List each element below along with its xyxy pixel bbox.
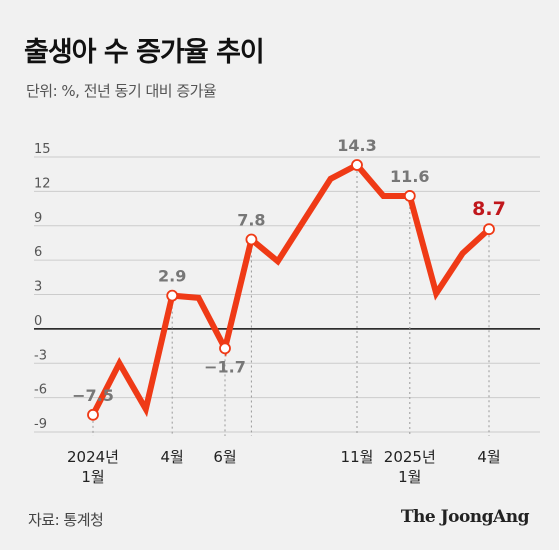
x-tick-label: 11월 — [341, 448, 374, 466]
y-tick-label: 12 — [34, 176, 51, 191]
y-tick-label: 15 — [34, 142, 51, 157]
data-point-marker — [403, 190, 416, 202]
y-tick-label: 6 — [34, 245, 42, 260]
source-note: 자료: 통계청 — [28, 511, 104, 529]
y-tick-label: 9 — [34, 211, 42, 226]
brand-logo: The JoongAng — [400, 507, 530, 527]
data-label: 7.8 — [237, 211, 265, 230]
data-label: 8.7 — [472, 198, 506, 220]
x-tick-label: 2024년 — [67, 448, 119, 466]
y-tick-label: -9 — [34, 417, 47, 432]
data-point-marker — [483, 223, 495, 236]
y-tick-label: -3 — [34, 348, 47, 363]
x-tick-label: 1월 — [398, 468, 421, 486]
series-line — [90, 161, 492, 418]
y-tick-label: 0 — [34, 314, 42, 329]
data-label: −1.7 — [204, 357, 246, 376]
chart-title: 출생아 수 증가율 추이 — [24, 37, 265, 68]
x-tick-label: 4월 — [161, 448, 184, 466]
data-label: 14.3 — [337, 136, 376, 155]
chart-subtitle: 단위: %, 전년 동기 대비 증가율 — [26, 82, 217, 100]
y-tick-label: 3 — [34, 280, 42, 295]
y-tick-label: -6 — [34, 383, 47, 398]
data-point-marker — [219, 342, 231, 355]
x-tick-label: 6월 — [213, 448, 236, 466]
data-label: −7.5 — [72, 386, 114, 405]
data-point-marker — [351, 159, 363, 171]
x-tick-label: 1월 — [81, 468, 104, 486]
data-point-marker — [87, 408, 99, 421]
data-point-marker — [245, 233, 258, 246]
data-label: 2.9 — [158, 267, 186, 286]
data-label: 11.6 — [390, 167, 429, 186]
data-point-marker — [166, 289, 179, 302]
x-tick-label: 2025년 — [384, 448, 436, 466]
x-tick-label: 4월 — [477, 448, 500, 466]
